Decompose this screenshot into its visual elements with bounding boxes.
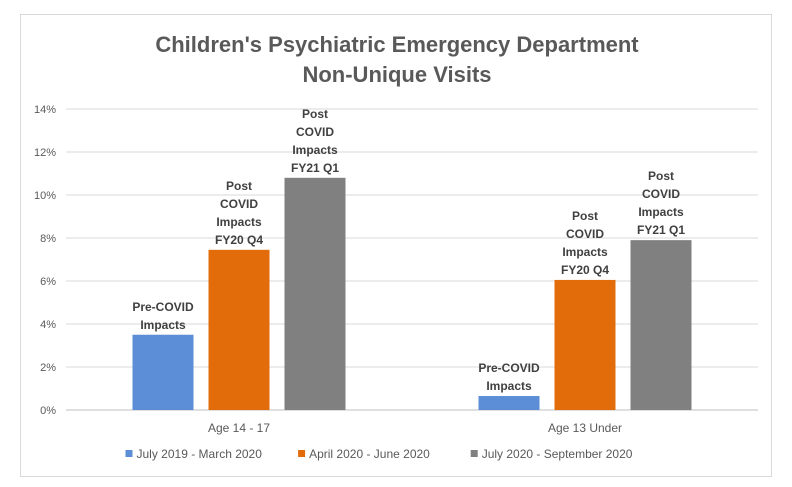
legend-label: July 2020 - September 2020	[482, 447, 633, 461]
y-tick-label: 14%	[34, 104, 56, 116]
data-label: Post COVID Impacts FY21 Q1	[291, 107, 339, 175]
bar	[630, 240, 692, 410]
data-label-line: COVID	[642, 187, 680, 201]
y-tick-label: 10%	[34, 190, 56, 202]
legend-swatch	[470, 450, 478, 457]
data-label-line: COVID	[296, 125, 334, 139]
y-tick-label: 0%	[40, 405, 56, 417]
y-tick-label: 8%	[40, 233, 56, 245]
data-label: Pre-COVID Impacts	[132, 300, 194, 332]
bar	[208, 249, 270, 410]
y-tick-label: 6%	[40, 276, 56, 288]
data-label-line: Pre-COVID	[132, 300, 194, 314]
data-label-line: FY21 Q1	[291, 161, 339, 175]
data-label: Post COVID Impacts FY21 Q1	[637, 169, 685, 237]
bar	[554, 279, 616, 410]
data-label-line: Impacts	[216, 215, 262, 229]
data-label: Post COVID Impacts FY20 Q4	[561, 209, 609, 277]
chart-title-line: Non-Unique Visits	[302, 62, 491, 87]
data-label-line: Pre-COVID	[478, 361, 540, 375]
data-label-line: COVID	[220, 197, 258, 211]
data-label-line: Post	[648, 169, 674, 183]
chart-svg: Children's Psychiatric Emergency Departm…	[34, 32, 758, 461]
data-label-line: FY21 Q1	[637, 223, 685, 237]
data-label-line: Impacts	[486, 379, 532, 393]
y-tick-label: 2%	[40, 362, 56, 374]
legend-swatch	[125, 450, 133, 457]
chart-title-line: Children's Psychiatric Emergency Departm…	[155, 32, 639, 57]
bar	[284, 177, 346, 410]
data-label-line: Impacts	[140, 318, 186, 332]
legend-swatch	[298, 450, 306, 457]
bar	[132, 334, 194, 410]
y-tick-label: 4%	[40, 319, 56, 331]
data-label-line: Impacts	[562, 245, 608, 259]
data-label: Pre-COVID Impacts	[478, 361, 540, 393]
chart-frame: Children's Psychiatric Emergency Departm…	[20, 14, 772, 477]
legend-label: April 2020 - June 2020	[309, 447, 430, 461]
data-label-line: Impacts	[292, 143, 338, 157]
data-label-line: FY20 Q4	[215, 233, 263, 247]
data-label-line: COVID	[566, 227, 604, 241]
data-label-line: Post	[226, 179, 252, 193]
data-label: Post COVID Impacts FY20 Q4	[215, 179, 263, 247]
x-category-label: Age 13 Under	[548, 421, 622, 435]
y-axis-ticks: 0% 2% 4% 6% 8% 10% 12% 14%	[34, 104, 56, 417]
data-label-line: Post	[572, 209, 598, 223]
data-label-line: Post	[302, 107, 328, 121]
data-label-line: Impacts	[638, 205, 684, 219]
data-label-line: FY20 Q4	[561, 263, 609, 277]
x-category-label: Age 14 - 17	[208, 421, 270, 435]
y-tick-label: 12%	[34, 147, 56, 159]
bar	[478, 396, 540, 410]
legend-label: July 2019 - March 2020	[137, 447, 263, 461]
x-axis-categories: Age 14 - 17 Age 13 Under	[208, 421, 622, 435]
chart-title: Children's Psychiatric Emergency Departm…	[155, 32, 639, 87]
legend: July 2019 - March 2020 April 2020 - June …	[125, 447, 633, 461]
bars	[132, 177, 692, 410]
